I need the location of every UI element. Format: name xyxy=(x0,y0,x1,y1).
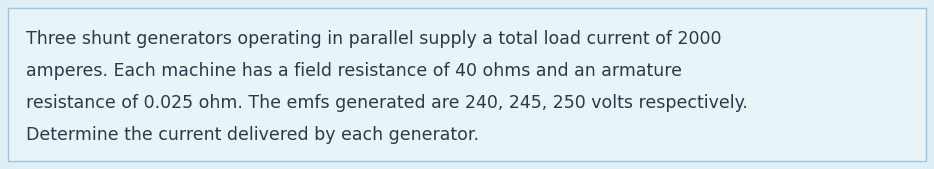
Text: Determine the current delivered by each generator.: Determine the current delivered by each … xyxy=(26,126,479,144)
Text: amperes. Each machine has a field resistance of 40 ohms and an armature: amperes. Each machine has a field resist… xyxy=(26,62,682,80)
Text: Three shunt generators operating in parallel supply a total load current of 2000: Three shunt generators operating in para… xyxy=(26,30,721,48)
Text: resistance of 0.025 ohm. The emfs generated are 240, 245, 250 volts respectively: resistance of 0.025 ohm. The emfs genera… xyxy=(26,94,748,112)
